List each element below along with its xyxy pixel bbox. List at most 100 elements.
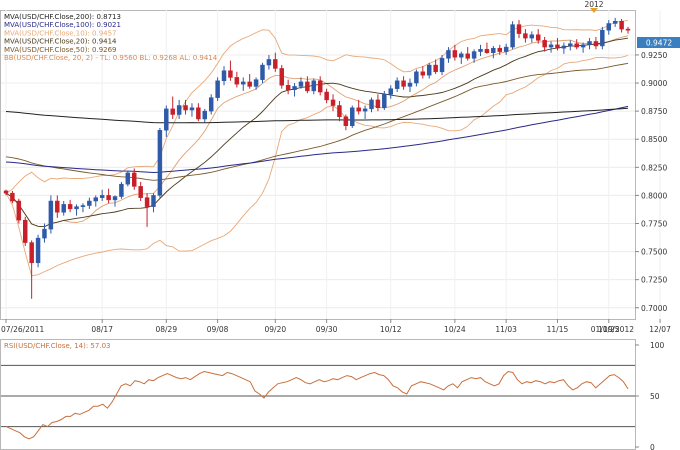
candle-body: [439, 58, 445, 73]
mva-20-line: [5, 37, 629, 228]
candle-body: [292, 86, 297, 91]
candle-body: [555, 44, 560, 49]
candle-body: [208, 97, 214, 112]
legend-entry: MVA(USD/CHF.Close,100): 0.9021: [4, 21, 121, 29]
rsi-axis-ticks: 100 50 0: [635, 341, 665, 450]
candle-body: [80, 205, 86, 207]
candle-body: [215, 80, 220, 98]
date-axis-ticks: 07/26/2011 08/17 08/29 09/08 09/20 09/30 10/12…: [1, 319, 671, 334]
candle-body: [420, 71, 426, 76]
price-tick-label: 0.7000: [641, 304, 667, 313]
candle-body: [125, 172, 131, 185]
candle-body: [48, 200, 54, 230]
candle-body: [587, 41, 592, 46]
candle-body: [593, 41, 599, 47]
candle-body: [196, 107, 201, 120]
candle-body: [151, 195, 156, 207]
mva-200-line: [5, 107, 629, 124]
price-tick-label: 0.7500: [641, 248, 667, 257]
candle-body: [337, 105, 342, 117]
candle-body: [350, 107, 355, 126]
candlesticks: [3, 17, 631, 299]
date-tick-label: 08/29: [155, 325, 177, 334]
candle-body: [106, 195, 111, 201]
price-tick-label: 0.8000: [641, 191, 667, 200]
candle-body: [433, 64, 438, 73]
candle-body: [29, 242, 34, 264]
candle-body: [67, 204, 73, 210]
candle-body: [459, 53, 464, 58]
candle-body: [170, 108, 175, 115]
candle-body: [452, 50, 458, 58]
mva-100-line: [5, 105, 629, 174]
candle-body: [382, 94, 387, 109]
candle-body: [189, 107, 195, 111]
date-tick-label: 11/25: [598, 325, 620, 334]
candle-body: [414, 71, 419, 84]
candle-body: [471, 51, 477, 59]
year-marker-label: 2012: [584, 0, 603, 9]
candle-body: [619, 20, 624, 30]
candle-body: [510, 24, 515, 48]
candle-body: [330, 99, 336, 106]
candle-body: [202, 110, 208, 120]
candle-body: [407, 82, 413, 87]
candle-body: [119, 183, 124, 197]
candle-body: [465, 53, 470, 59]
candle-body: [356, 107, 361, 112]
candle-body: [574, 43, 579, 48]
candle-body: [253, 79, 259, 87]
date-tick-label: 07/26/2011: [1, 325, 44, 334]
candle-body: [369, 99, 374, 110]
candle-body: [35, 237, 41, 264]
candle-body: [535, 34, 541, 41]
rsi-tick-label: 0: [650, 443, 655, 450]
mva-10-line: [5, 35, 629, 228]
date-tick-label: 09/08: [207, 325, 229, 334]
price-tick-label: 0.8250: [641, 163, 667, 172]
date-tick-label: 09/20: [265, 325, 287, 334]
candle-body: [516, 24, 522, 34]
candle-body: [273, 59, 278, 69]
last-price-box: [637, 37, 680, 48]
candle-body: [112, 196, 118, 201]
candle-body: [74, 206, 79, 210]
candle-body: [311, 80, 317, 92]
candle-body: [612, 20, 618, 24]
candle-body: [22, 219, 28, 243]
candle-body: [164, 108, 169, 131]
candle-body: [132, 172, 137, 187]
year-marker-triangle: [590, 8, 598, 13]
candle-body: [61, 204, 66, 213]
candle-body: [234, 77, 240, 85]
candle-body: [183, 105, 188, 111]
price-tick-label: 0.8500: [641, 135, 667, 144]
legend-entry: MVA(USD/CHF.Close,20): 0.9414: [4, 38, 117, 46]
main-panel-frame: [0, 10, 636, 320]
candle-body: [317, 80, 323, 93]
candle-body: [260, 64, 265, 80]
legend-entry: MVA(USD/CHF.Close,50): 0.9269: [4, 46, 117, 54]
candle-body: [375, 99, 381, 109]
candle-body: [279, 68, 284, 86]
moving-average-lines: [5, 20, 629, 277]
price-axis-ticks: 0.9250 0.9000 0.8750 0.8500 0.8250 0.8000 0.77…: [635, 51, 667, 313]
candle-body: [600, 29, 605, 47]
candle-body: [426, 64, 432, 76]
candle-body: [446, 50, 451, 59]
date-tick-label: 12/07: [649, 325, 671, 334]
candle-body: [3, 190, 9, 194]
rsi-gridlines: [1, 364, 635, 428]
candle-body: [401, 80, 406, 87]
candle-body: [362, 108, 368, 112]
candle-body: [529, 34, 535, 39]
candle-body: [93, 197, 99, 202]
candle-body: [266, 59, 272, 66]
legend-entry: MVA(USD/CHF.Close,200): 0.8713: [4, 13, 121, 21]
candle-body: [10, 192, 15, 202]
rsi-line-group: [5, 370, 629, 440]
candle-body: [548, 44, 554, 48]
indicator-legend: MVA(USD/CHF.Close,200): 0.8713MVA(USD/CH…: [4, 13, 218, 62]
candle-body: [625, 28, 631, 31]
